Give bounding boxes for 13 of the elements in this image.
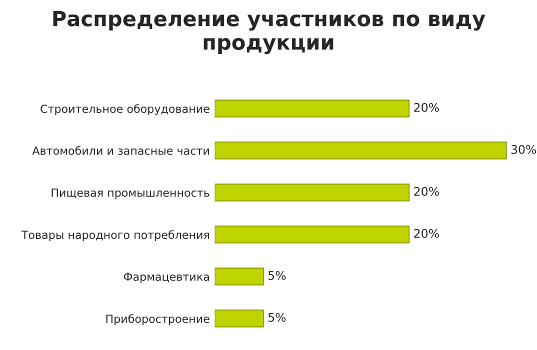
- y-tick-label: Пищевая промышленность: [52, 188, 210, 200]
- data-label: 20%: [414, 186, 439, 196]
- data-label: 20%: [414, 102, 439, 112]
- chart-title: Распределение участников по виду продукции: [53, 10, 486, 54]
- data-label: 5%: [268, 312, 286, 322]
- y-tick-label: Автомобили и запасные части: [32, 146, 209, 155]
- y-tick-label: Фармацевтика: [124, 272, 209, 284]
- data-label: 5%: [268, 270, 286, 280]
- y-tick-label: Строительное оборудование: [40, 104, 210, 116]
- data-label: 30%: [511, 144, 536, 154]
- data-label: 20%: [414, 228, 439, 238]
- y-tick-label: Товары народного потребления: [21, 230, 209, 242]
- y-tick-label: Приборостроение: [106, 314, 210, 326]
